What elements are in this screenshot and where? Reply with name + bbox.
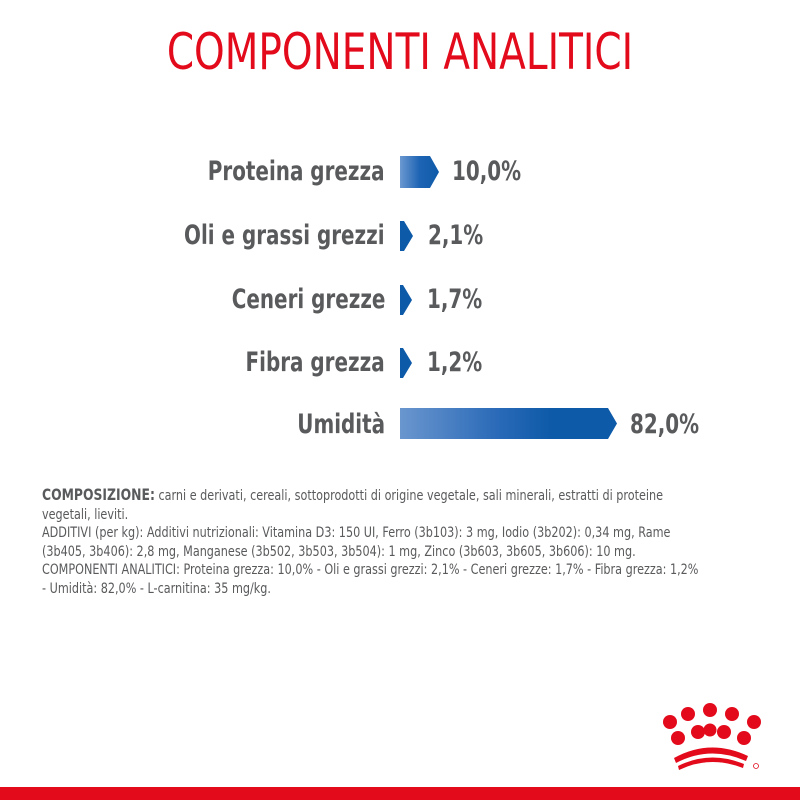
row-value: 10,0% bbox=[452, 156, 522, 187]
chart-row-protein: Proteina grezza 10,0% bbox=[0, 152, 800, 192]
analytics-line: COMPONENTI ANALITICI: Proteina grezza: 1… bbox=[42, 562, 699, 578]
bar-protein bbox=[400, 156, 439, 188]
analytics-line: - Umidità: 82,0% - L-carnitina: 35 mg/kg… bbox=[42, 580, 271, 597]
chart-row-moisture: Umidità 82,0% bbox=[0, 405, 800, 445]
page-title: COMPONENTI ANALITICI bbox=[166, 23, 634, 81]
composition-text: COMPOSIZIONE: carni e derivati, cereali,… bbox=[42, 485, 772, 598]
row-label: Proteina grezza bbox=[208, 156, 385, 187]
additives-line: ADDITIVI (per kg): Additivi nutrizionali… bbox=[42, 525, 671, 541]
composition-heading: COMPOSIZIONE: bbox=[42, 485, 155, 504]
row-value: 82,0% bbox=[630, 409, 700, 440]
row-value: 2,1% bbox=[428, 220, 484, 251]
bar-ash bbox=[400, 285, 412, 315]
royal-canin-crown-icon bbox=[663, 703, 761, 770]
row-label: Ceneri grezze bbox=[231, 284, 385, 315]
additives-line: (3b405, 3b406): 2,8 mg, Manganese (3b502… bbox=[42, 543, 636, 560]
composition-line: vegetali, lieviti. bbox=[42, 506, 129, 523]
chart-row-ash: Ceneri grezze 1,7% bbox=[0, 280, 800, 320]
row-value: 1,7% bbox=[427, 284, 483, 315]
row-label: Umidità bbox=[297, 409, 385, 440]
composition-line: carni e derivati, cereali, sottoprodotti… bbox=[154, 488, 664, 504]
bar-fiber bbox=[400, 348, 412, 378]
bar-fat bbox=[400, 221, 413, 251]
chart-row-fat: Oli e grassi grezzi 2,1% bbox=[0, 216, 800, 256]
row-label: Oli e grassi grezzi bbox=[184, 220, 385, 251]
brand-red-strip bbox=[0, 787, 800, 800]
row-value: 1,2% bbox=[427, 347, 483, 378]
bar-moisture bbox=[400, 408, 617, 439]
row-label: Fibra grezza bbox=[245, 347, 385, 378]
chart-row-fiber: Fibra grezza 1,2% bbox=[0, 343, 800, 383]
